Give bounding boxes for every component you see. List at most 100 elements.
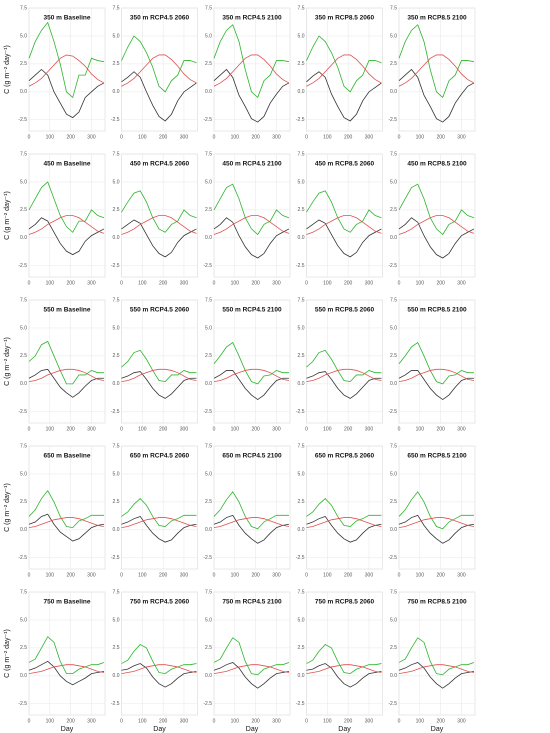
data-line (28, 517, 105, 529)
data-line (121, 219, 197, 258)
y-tick-label: 2.5 (390, 353, 397, 359)
x-tick-label: 300 (87, 718, 96, 724)
x-tick-label: 100 (231, 134, 240, 140)
x-tick-label: 100 (138, 426, 147, 432)
y-tick-label: 2.5 (298, 207, 305, 213)
panel-title: 650 m RCP4.5 2100 (222, 453, 282, 460)
y-tick-label: 0.0 (298, 381, 305, 387)
y-tick-label: 7.5 (390, 297, 397, 303)
data-line (213, 217, 290, 259)
data-line (28, 513, 105, 542)
y-tick-label: -2.5 (111, 117, 120, 123)
y-tick-label: -2.5 (111, 701, 120, 707)
x-tick-label: 300 (87, 280, 96, 286)
y-tick-label: 0.0 (390, 381, 397, 387)
x-tick-label: 200 (344, 572, 353, 578)
x-tick-label: 0 (213, 134, 216, 140)
y-tick-label: 2.5 (113, 207, 120, 213)
y-tick-label: -2.5 (18, 263, 27, 269)
data-line (121, 35, 197, 93)
y-tick-label: 2.5 (113, 499, 120, 505)
data-line (398, 370, 474, 401)
y-tick-label: 2.5 (390, 499, 397, 505)
data-line (213, 514, 290, 544)
y-tick-label: 7.5 (113, 5, 120, 11)
x-tick-label: 100 (138, 572, 147, 578)
y-tick-label: 0.0 (298, 235, 305, 241)
x-tick-label: 300 (87, 134, 96, 140)
panel-background (213, 591, 291, 716)
data-line (306, 71, 382, 122)
x-tick-label: 300 (87, 426, 96, 432)
x-axis-title: Day (338, 726, 351, 733)
data-line (213, 54, 290, 87)
x-tick-label: 100 (46, 426, 55, 432)
y-tick-label: -2.5 (111, 555, 120, 561)
y-tick-label: 5.0 (298, 617, 305, 623)
y-tick-label: 7.5 (20, 5, 27, 11)
x-tick-label: 100 (138, 718, 147, 724)
x-tick-label: 300 (180, 426, 189, 432)
data-line (398, 341, 474, 385)
panel-background (398, 299, 476, 424)
y-tick-label: 5.0 (205, 33, 212, 39)
x-tick-label: 100 (416, 280, 425, 286)
y-tick-label: 2.5 (298, 645, 305, 651)
y-tick-label: 0.0 (298, 527, 305, 533)
y-tick-label: 0.0 (390, 527, 397, 533)
y-tick-label: 5.0 (390, 33, 397, 39)
y-tick-label: 2.5 (20, 499, 27, 505)
x-tick-label: 100 (323, 572, 332, 578)
x-tick-label: 300 (365, 134, 374, 140)
data-line (213, 24, 290, 99)
panel-title: 750 m RCP8.5 2100 (407, 599, 467, 606)
x-tick-label: 300 (457, 134, 466, 140)
x-tick-label: 200 (251, 572, 260, 578)
y-tick-label: 5.0 (298, 325, 305, 331)
panel-background (28, 7, 106, 132)
x-tick-label: 300 (457, 426, 466, 432)
panel-background (28, 299, 106, 424)
y-tick-label: 2.5 (113, 353, 120, 359)
panel-title: 650 m Baseline (44, 453, 91, 460)
y-tick-label: 7.5 (205, 5, 212, 11)
panel-title: 750 m RCP8.5 2060 (315, 599, 375, 606)
panel-title: 450 m RCP8.5 2100 (407, 161, 467, 168)
x-tick-label: 0 (398, 718, 401, 724)
data-line (213, 368, 290, 383)
x-tick-label: 300 (365, 718, 374, 724)
x-tick-label: 0 (213, 280, 216, 286)
panel-title: 450 m RCP8.5 2060 (315, 161, 375, 168)
x-tick-label: 100 (323, 134, 332, 140)
x-tick-label: 200 (436, 718, 445, 724)
y-tick-label: 0.0 (20, 89, 27, 95)
x-tick-label: 200 (344, 718, 353, 724)
x-tick-label: 300 (87, 572, 96, 578)
y-tick-label: 5.0 (390, 471, 397, 477)
x-tick-label: 100 (46, 280, 55, 286)
y-tick-label: 0.0 (205, 89, 212, 95)
y-tick-label: 2.5 (205, 499, 212, 505)
y-tick-label: 2.5 (298, 499, 305, 505)
x-tick-label: 100 (416, 718, 425, 724)
data-line (398, 637, 475, 676)
x-tick-label: 300 (457, 572, 466, 578)
x-tick-label: 200 (436, 572, 445, 578)
x-tick-label: 200 (436, 134, 445, 140)
data-line (28, 368, 105, 383)
panel-title: 350 m RCP8.5 2100 (407, 15, 467, 22)
panel-title: 750 m RCP4.5 2060 (130, 599, 190, 606)
x-tick-label: 300 (272, 572, 281, 578)
y-tick-label: 0.0 (113, 527, 120, 533)
data-line (306, 371, 382, 399)
y-tick-label: 5.0 (205, 617, 212, 623)
panel-title: 350 m Baseline (44, 15, 91, 22)
y-tick-label: 7.5 (113, 297, 120, 303)
x-tick-label: 100 (231, 426, 240, 432)
data-line (121, 371, 197, 399)
y-tick-label: 7.5 (298, 5, 305, 11)
x-tick-label: 100 (46, 572, 55, 578)
data-line (121, 54, 197, 87)
data-line (306, 54, 382, 87)
x-tick-label: 300 (457, 280, 466, 286)
